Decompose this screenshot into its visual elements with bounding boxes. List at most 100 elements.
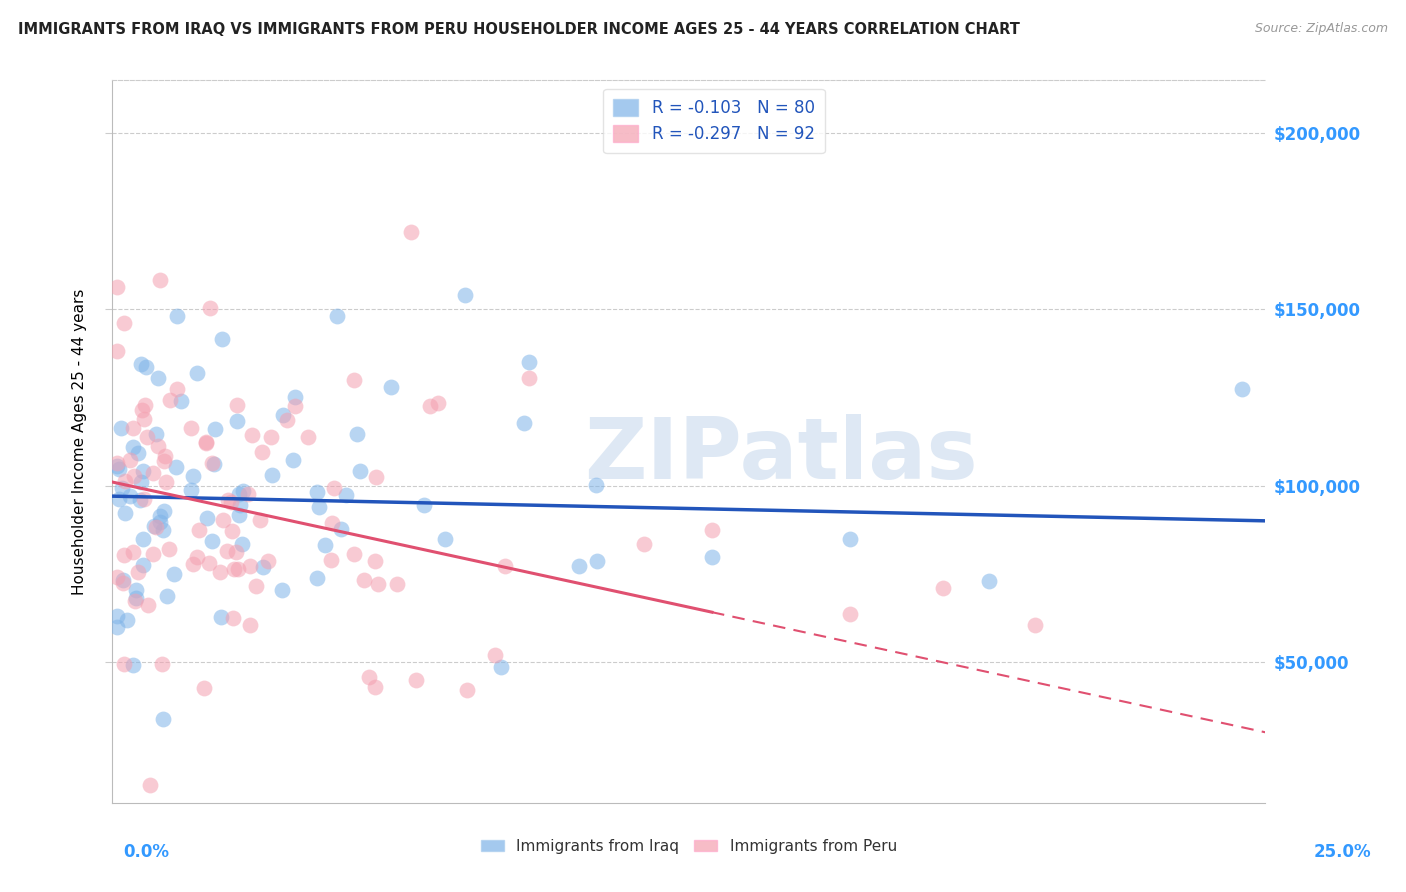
Point bbox=[166, 383, 188, 397]
Point bbox=[568, 558, 591, 573]
Point bbox=[129, 475, 152, 489]
Point bbox=[181, 468, 204, 483]
Point bbox=[284, 399, 307, 413]
Point bbox=[307, 485, 329, 500]
Point bbox=[112, 657, 135, 671]
Point bbox=[517, 355, 540, 369]
Text: 25.0%: 25.0% bbox=[1313, 843, 1371, 861]
Point bbox=[132, 558, 155, 573]
Point bbox=[180, 421, 202, 435]
Point bbox=[105, 609, 128, 624]
Point bbox=[146, 439, 169, 453]
Point bbox=[129, 358, 152, 372]
Point bbox=[120, 489, 142, 503]
Point bbox=[456, 683, 478, 698]
Point bbox=[977, 574, 1000, 589]
Point bbox=[454, 288, 477, 302]
Point bbox=[489, 660, 512, 674]
Point bbox=[700, 523, 723, 537]
Point bbox=[513, 416, 536, 430]
Point bbox=[222, 611, 245, 625]
Point bbox=[146, 371, 169, 385]
Point bbox=[105, 456, 128, 470]
Point bbox=[209, 610, 232, 624]
Point bbox=[145, 520, 167, 534]
Text: Source: ZipAtlas.com: Source: ZipAtlas.com bbox=[1254, 22, 1388, 36]
Legend: Immigrants from Iraq, Immigrants from Peru: Immigrants from Iraq, Immigrants from Pe… bbox=[475, 833, 903, 860]
Point bbox=[349, 464, 371, 478]
Point bbox=[136, 599, 159, 613]
Point bbox=[194, 435, 217, 450]
Point bbox=[132, 533, 155, 547]
Point bbox=[134, 359, 156, 374]
Point bbox=[121, 421, 143, 435]
Point bbox=[284, 391, 307, 405]
Point bbox=[195, 434, 218, 449]
Point bbox=[152, 524, 174, 538]
Point bbox=[114, 506, 136, 520]
Point bbox=[169, 394, 191, 409]
Point bbox=[257, 554, 280, 568]
Point bbox=[353, 573, 375, 587]
Point bbox=[155, 475, 177, 489]
Point bbox=[108, 492, 131, 507]
Point bbox=[201, 533, 224, 548]
Point bbox=[134, 412, 156, 426]
Point bbox=[118, 453, 141, 467]
Point bbox=[228, 498, 250, 512]
Point bbox=[931, 581, 953, 595]
Point bbox=[305, 571, 328, 585]
Point bbox=[153, 453, 176, 467]
Point bbox=[202, 457, 225, 471]
Point bbox=[633, 536, 655, 550]
Point bbox=[217, 492, 239, 507]
Point bbox=[165, 460, 187, 475]
Point bbox=[484, 648, 506, 662]
Point bbox=[245, 579, 267, 593]
Point bbox=[217, 544, 239, 558]
Point bbox=[319, 553, 342, 567]
Point bbox=[238, 487, 260, 501]
Point bbox=[127, 566, 149, 580]
Point bbox=[156, 589, 179, 603]
Point bbox=[281, 453, 304, 467]
Point bbox=[346, 427, 368, 442]
Point bbox=[405, 673, 427, 687]
Point bbox=[1232, 382, 1254, 396]
Point bbox=[413, 498, 436, 512]
Point bbox=[155, 450, 177, 464]
Point bbox=[367, 577, 389, 591]
Point bbox=[142, 519, 165, 533]
Point bbox=[149, 516, 172, 530]
Point bbox=[239, 618, 262, 632]
Point bbox=[225, 398, 247, 412]
Point bbox=[586, 554, 609, 568]
Point bbox=[131, 464, 153, 478]
Point bbox=[112, 316, 135, 330]
Point bbox=[839, 532, 862, 546]
Point bbox=[125, 583, 148, 598]
Point bbox=[399, 225, 422, 239]
Point bbox=[122, 440, 145, 454]
Point bbox=[145, 426, 167, 441]
Point bbox=[585, 477, 607, 491]
Point bbox=[385, 577, 408, 591]
Point bbox=[198, 556, 221, 570]
Point bbox=[314, 537, 336, 551]
Point bbox=[517, 371, 540, 385]
Point bbox=[121, 545, 143, 559]
Point bbox=[297, 430, 319, 444]
Point bbox=[159, 392, 181, 407]
Point bbox=[700, 549, 723, 564]
Text: IMMIGRANTS FROM IRAQ VS IMMIGRANTS FROM PERU HOUSEHOLDER INCOME AGES 25 - 44 YEA: IMMIGRANTS FROM IRAQ VS IMMIGRANTS FROM … bbox=[18, 22, 1021, 37]
Point bbox=[208, 566, 231, 580]
Point bbox=[1024, 617, 1046, 632]
Point bbox=[188, 523, 211, 537]
Point bbox=[122, 657, 145, 672]
Point bbox=[366, 470, 388, 484]
Point bbox=[157, 542, 180, 557]
Text: ZIPatlas: ZIPatlas bbox=[585, 415, 979, 498]
Point bbox=[125, 591, 148, 605]
Point bbox=[132, 492, 155, 507]
Point bbox=[152, 712, 174, 726]
